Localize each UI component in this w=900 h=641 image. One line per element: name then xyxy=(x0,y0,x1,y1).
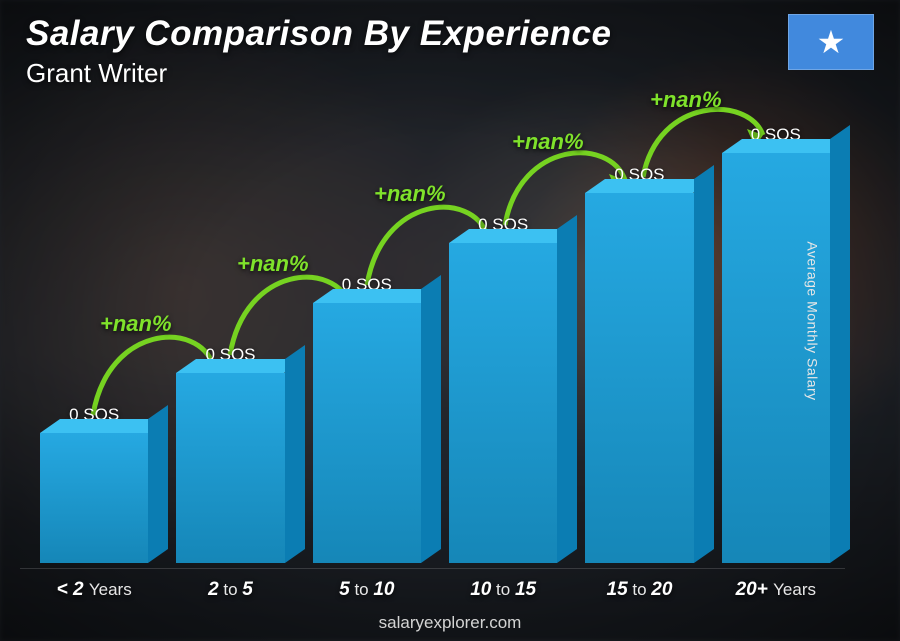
country-flag: ★ xyxy=(788,14,874,70)
category-2: 5 to 10 xyxy=(313,579,421,601)
cat-strong: 20+ xyxy=(736,579,768,600)
chart-title: Salary Comparison By Experience xyxy=(26,14,611,54)
bars-container: 0 SOS 0 SOS 0 SOS 0 SOS xyxy=(30,120,840,563)
cat-strong: 10 xyxy=(470,579,491,600)
title-block: Salary Comparison By Experience Grant Wr… xyxy=(26,14,611,89)
cat-mid: to xyxy=(219,580,243,599)
category-0: < 2 Years xyxy=(40,579,148,601)
cat-strong: 2 xyxy=(208,579,219,600)
cat-unit: Years xyxy=(773,580,816,599)
category-1: 2 to 5 xyxy=(176,579,284,601)
bar-slot-2: 0 SOS xyxy=(313,275,421,563)
bar-slot-0: 0 SOS xyxy=(40,405,148,563)
cat-strong2: 15 xyxy=(515,579,536,600)
cat-strong2: 5 xyxy=(242,579,253,600)
percent-label-5: +nan% xyxy=(650,87,722,113)
baseline-rule xyxy=(20,568,845,569)
cat-strong: 15 xyxy=(607,579,628,600)
cat-mid: to xyxy=(350,580,374,599)
cat-mid: to xyxy=(491,580,515,599)
y-axis-label: Average Monthly Salary xyxy=(804,241,820,400)
chart-subtitle: Grant Writer xyxy=(26,58,611,89)
category-5: 20+ Years xyxy=(722,579,830,601)
bar-slot-4: 0 SOS xyxy=(585,165,693,563)
footer-credit: salaryexplorer.com xyxy=(0,613,900,633)
cat-strong2: 20 xyxy=(651,579,672,600)
bar-0 xyxy=(40,433,148,563)
cat-mid: to xyxy=(628,580,652,599)
bar-4 xyxy=(585,193,693,563)
cat-strong2: 10 xyxy=(373,579,394,600)
bar-slot-3: 0 SOS xyxy=(449,215,557,563)
bar-1 xyxy=(176,373,284,563)
star-icon: ★ xyxy=(817,26,846,58)
x-axis: < 2 Years 2 to 5 5 to 10 10 to 15 15 to … xyxy=(30,579,840,601)
cat-strong: 5 xyxy=(339,579,350,600)
category-3: 10 to 15 xyxy=(449,579,557,601)
category-4: 15 to 20 xyxy=(585,579,693,601)
cat-unit: Years xyxy=(89,580,132,599)
bar-2 xyxy=(313,303,421,563)
bar-slot-1: 0 SOS xyxy=(176,345,284,563)
cat-strong: < 2 xyxy=(57,579,84,600)
bar-chart: +nan% +nan% +nan% +nan% +nan% 0 SOS 0 SO… xyxy=(30,120,840,563)
bar-3 xyxy=(449,243,557,563)
header: Salary Comparison By Experience Grant Wr… xyxy=(26,14,874,89)
